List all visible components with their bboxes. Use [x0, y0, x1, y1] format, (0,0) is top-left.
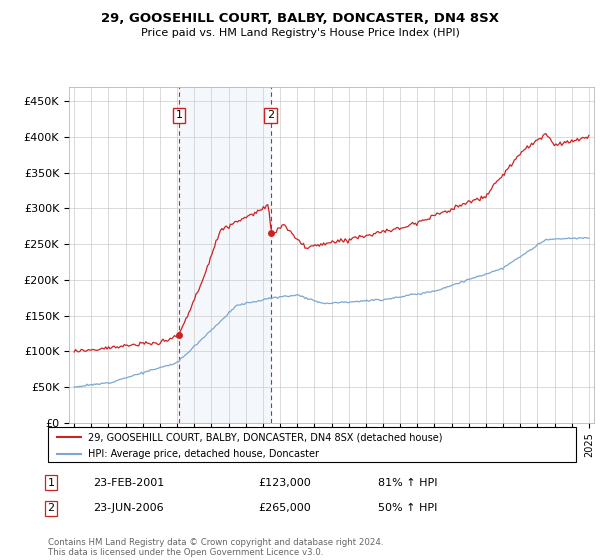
Text: 81% ↑ HPI: 81% ↑ HPI: [378, 478, 437, 488]
Text: 29, GOOSEHILL COURT, BALBY, DONCASTER, DN4 8SX: 29, GOOSEHILL COURT, BALBY, DONCASTER, D…: [101, 12, 499, 25]
Text: 23-FEB-2001: 23-FEB-2001: [93, 478, 164, 488]
Text: £123,000: £123,000: [258, 478, 311, 488]
Text: 29, GOOSEHILL COURT, BALBY, DONCASTER, DN4 8SX (detached house): 29, GOOSEHILL COURT, BALBY, DONCASTER, D…: [88, 432, 442, 442]
Text: HPI: Average price, detached house, Doncaster: HPI: Average price, detached house, Donc…: [88, 449, 319, 459]
Text: 2: 2: [47, 503, 55, 514]
Text: 23-JUN-2006: 23-JUN-2006: [93, 503, 164, 514]
Text: 50% ↑ HPI: 50% ↑ HPI: [378, 503, 437, 514]
Text: 2: 2: [267, 110, 274, 120]
Text: Price paid vs. HM Land Registry's House Price Index (HPI): Price paid vs. HM Land Registry's House …: [140, 28, 460, 38]
Text: Contains HM Land Registry data © Crown copyright and database right 2024.
This d: Contains HM Land Registry data © Crown c…: [48, 538, 383, 557]
Text: 1: 1: [176, 110, 182, 120]
Bar: [179, 87, 271, 423]
Text: 1: 1: [47, 478, 55, 488]
Text: £265,000: £265,000: [258, 503, 311, 514]
